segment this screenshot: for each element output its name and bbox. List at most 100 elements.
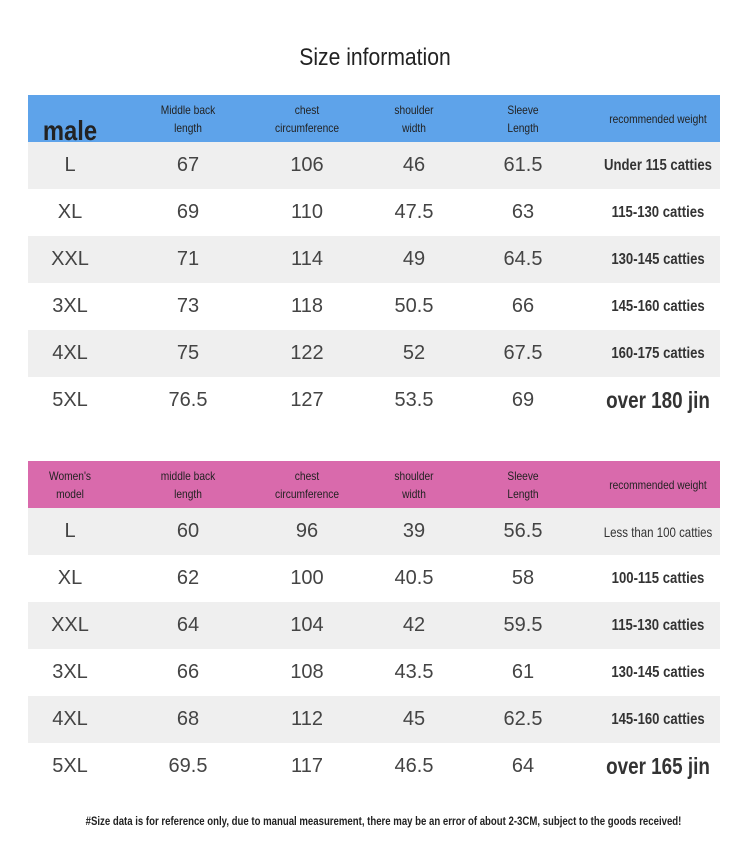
- table-row: XXL 71 114 49 64.5 130-145 catties: [28, 236, 720, 283]
- value-cell: 46.5: [394, 755, 434, 777]
- size-cell: L: [64, 154, 76, 176]
- value-cell: 145-160 catties: [611, 710, 705, 728]
- value-cell: 64.5: [503, 248, 543, 270]
- table-row: XXL 64 104 42 59.5 115-130 catties: [28, 602, 720, 649]
- table-row: 4XL 68 112 45 62.5 145-160 catties: [28, 696, 720, 743]
- header-cell: Women's model: [48, 468, 92, 501]
- table-row: L 60 96 39 56.5 Less than 100 catties: [28, 508, 720, 555]
- value-cell: 76.5: [168, 389, 208, 411]
- size-cell: L: [64, 520, 76, 542]
- table-row: 4XL 75 122 52 67.5 160-175 catties: [28, 330, 720, 377]
- value-cell: 64: [176, 614, 200, 636]
- value-cell: Less than 100 catties: [603, 523, 713, 540]
- size-cell: 3XL: [52, 661, 88, 683]
- value-cell: 69.5: [168, 755, 208, 777]
- value-cell: 130-145 catties: [611, 250, 705, 268]
- women-size-table: Women's model middle back length chest cir…: [28, 461, 720, 790]
- size-cell: XL: [57, 201, 83, 223]
- value-cell: 62: [176, 567, 200, 589]
- size-cell: 5XL: [52, 389, 88, 411]
- header-cell: recommended weight: [609, 111, 707, 126]
- table-row: 5XL 76.5 127 53.5 69 over 180 jin: [28, 377, 720, 424]
- size-cell: 3XL: [52, 295, 88, 317]
- value-cell: 64: [511, 755, 535, 777]
- value-cell: 43.5: [394, 661, 434, 683]
- value-cell: 96: [295, 520, 319, 542]
- value-cell: 42: [402, 614, 426, 636]
- value-cell: over 180 jin: [606, 387, 710, 413]
- value-cell: 68: [176, 708, 200, 730]
- value-cell: 67: [176, 154, 200, 176]
- value-cell: 75: [176, 342, 200, 364]
- header-cell: shoulder width: [394, 102, 434, 135]
- value-cell: 69: [511, 389, 535, 411]
- value-cell: 73: [176, 295, 200, 317]
- header-cell: recommended weight: [609, 477, 707, 492]
- value-cell: 61.5: [503, 154, 543, 176]
- value-cell: 46: [402, 154, 426, 176]
- table-row: 3XL 73 118 50.5 66 145-160 catties: [28, 283, 720, 330]
- value-cell: Under 115 catties: [604, 156, 712, 174]
- value-cell: 104: [290, 614, 324, 636]
- value-cell: 59.5: [503, 614, 543, 636]
- table-row: 3XL 66 108 43.5 61 130-145 catties: [28, 649, 720, 696]
- page-title: Size information: [299, 44, 451, 71]
- header-cell: chest circumference: [274, 102, 340, 135]
- value-cell: 45: [402, 708, 426, 730]
- value-cell: 62.5: [503, 708, 543, 730]
- value-cell: 145-160 catties: [611, 297, 705, 315]
- table-header: Women's model middle back length chest cir…: [28, 461, 720, 508]
- value-cell: 112: [291, 708, 323, 730]
- value-cell: 47.5: [394, 201, 434, 223]
- header-cell: Sleeve Length: [507, 102, 539, 135]
- value-cell: 100-115 catties: [611, 569, 705, 587]
- table-header: male Middle back length chest circumferenc…: [28, 95, 720, 144]
- value-cell: 71: [176, 248, 200, 270]
- header-cell: Middle back length: [160, 102, 216, 135]
- header-cell: Sleeve Length: [507, 468, 539, 501]
- value-cell: 50.5: [394, 295, 434, 317]
- value-cell: 69: [176, 201, 200, 223]
- value-cell: over 165 jin: [606, 753, 710, 779]
- header-cell: middle back length: [160, 468, 216, 501]
- header-cell: male: [42, 114, 98, 146]
- value-cell: 127: [290, 389, 324, 411]
- value-cell: 39: [402, 520, 426, 542]
- size-cell: 5XL: [52, 755, 88, 777]
- value-cell: 52: [402, 342, 426, 364]
- header-cell: shoulder width: [394, 468, 434, 501]
- size-disclaimer: #Size data is for reference only, due to…: [85, 814, 682, 828]
- value-cell: 53.5: [394, 389, 434, 411]
- value-cell: 115-130 catties: [611, 203, 705, 221]
- table-row: XL 62 100 40.5 58 100-115 catties: [28, 555, 720, 602]
- value-cell: 117: [291, 755, 323, 777]
- size-cell: 4XL: [52, 708, 88, 730]
- value-cell: 67.5: [503, 342, 543, 364]
- value-cell: 58: [511, 567, 535, 589]
- size-cell: XXL: [51, 248, 89, 270]
- value-cell: 60: [176, 520, 200, 542]
- value-cell: 63: [511, 201, 535, 223]
- value-cell: 160-175 catties: [611, 344, 705, 362]
- value-cell: 56.5: [503, 520, 543, 542]
- value-cell: 110: [291, 201, 323, 223]
- value-cell: 100: [290, 567, 324, 589]
- value-cell: 61: [511, 661, 535, 683]
- value-cell: 66: [176, 661, 200, 683]
- value-cell: 118: [291, 295, 323, 317]
- value-cell: 130-145 catties: [611, 663, 705, 681]
- value-cell: 40.5: [394, 567, 434, 589]
- male-size-table: male Middle back length chest circumferenc…: [28, 95, 720, 424]
- value-cell: 49: [402, 248, 426, 270]
- table-row: L 67 106 46 61.5 Under 115 catties: [28, 142, 720, 189]
- table-row: XL 69 110 47.5 63 115-130 catties: [28, 189, 720, 236]
- value-cell: 106: [290, 154, 324, 176]
- value-cell: 122: [290, 342, 324, 364]
- value-cell: 114: [291, 248, 323, 270]
- size-cell: XL: [57, 567, 83, 589]
- size-cell: 4XL: [52, 342, 88, 364]
- size-cell: XXL: [51, 614, 89, 636]
- value-cell: 108: [290, 661, 324, 683]
- value-cell: 66: [511, 295, 535, 317]
- header-cell: chest circumference: [274, 468, 340, 501]
